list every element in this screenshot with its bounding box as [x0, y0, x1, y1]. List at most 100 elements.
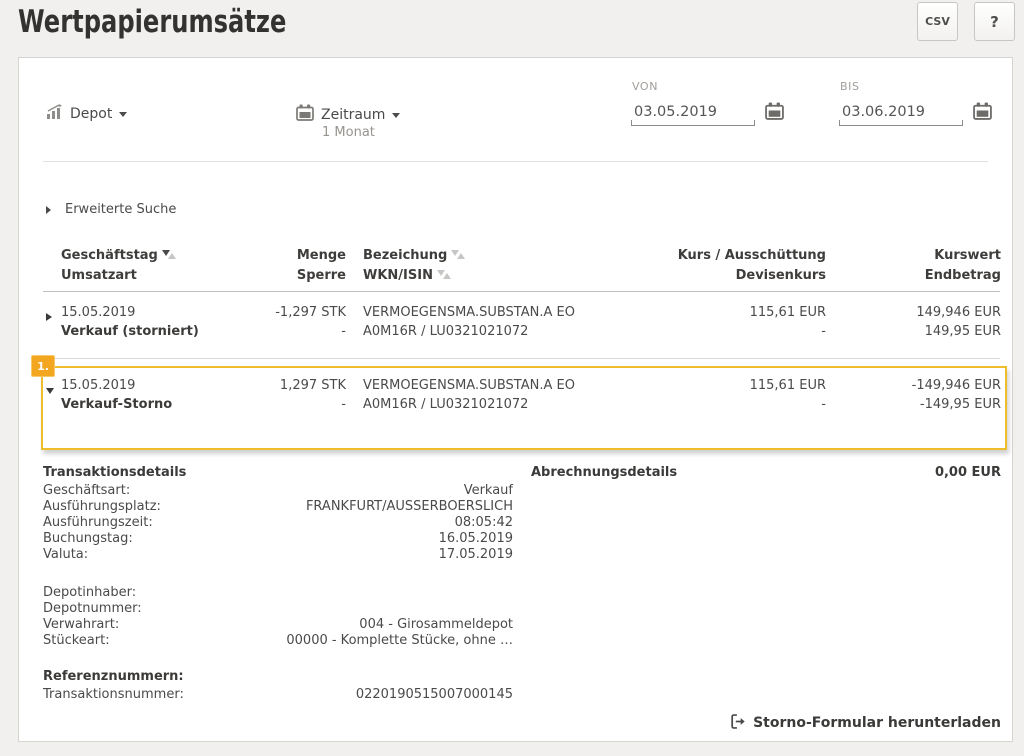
page-title: Wertpapierumsätze [18, 4, 287, 40]
transaction-details-title: Transaktionsdetails [43, 465, 187, 480]
column-label: Umsatzart [61, 268, 137, 283]
detail-label: Buchungstag: [43, 531, 133, 546]
chevron-right-icon [46, 205, 51, 214]
bis-label: BIS [840, 80, 860, 93]
von-calendar-icon[interactable] [765, 102, 784, 121]
sort-icon[interactable] [451, 248, 466, 259]
detail-label: Ausführungsplatz: [43, 499, 161, 514]
calendar-icon [296, 104, 314, 125]
cell-bezeichnung: VERMOEGENSMA.SUBSTAN.A EO [363, 305, 575, 320]
table-header-divider [43, 291, 1000, 292]
detail-row: Ausführungsplatz: FRANKFURT/AUSSERBOERSL… [43, 499, 513, 515]
download-link-label: Storno-Formular herunterladen [753, 715, 1001, 731]
zeitraum-selected-value: 1 Monat [322, 125, 375, 140]
column-header-kurswert: Kurswert Endbetrag [819, 246, 1001, 286]
cell-endbetrag: -149,95 EUR [919, 397, 1001, 412]
cell-devisenkurs: - [821, 324, 826, 339]
cell-wkn-isin: A0M16R / LU0321021072 [363, 324, 529, 339]
cell-geschaeftstag: 15.05.2019 [61, 378, 136, 393]
reference-numbers-title: Referenznummern: [43, 669, 184, 684]
annotation-badge: 1. [31, 355, 55, 377]
collapse-row-icon[interactable] [46, 388, 54, 394]
detail-label: Verwahrart: [43, 617, 120, 632]
cell-umsatzart: Verkauf-Storno [61, 397, 173, 412]
content-panel: Depot Zeitraum 1 Monat VON 03.05.2019 [18, 57, 1013, 742]
sort-icon[interactable] [436, 268, 451, 279]
cell-kurswert: -149,946 EUR [911, 378, 1001, 393]
column-header-bezeichnung[interactable]: Bezeichung WKN/ISIN [363, 246, 653, 286]
settlement-amount: 0,00 EUR [934, 465, 1001, 480]
detail-value: 00000 - Komplette Stücke, ohne … [286, 633, 513, 648]
detail-row: Valuta: 17.05.2019 [43, 547, 513, 563]
column-label: Devisenkurs [735, 268, 826, 283]
row-divider [43, 358, 1000, 359]
help-button[interactable]: ? [974, 2, 1015, 41]
detail-row: Verwahrart: 004 - Girosammeldepot [43, 617, 513, 633]
detail-row: Depotinhaber: [43, 585, 513, 601]
detail-row: Ausführungszeit: 08:05:42 [43, 515, 513, 531]
detail-value: 004 - Girosammeldepot [359, 617, 513, 632]
column-label: Bezeichung [363, 248, 448, 263]
cell-devisenkurs: - [821, 397, 826, 412]
column-label: WKN/ISIN [363, 268, 433, 283]
sort-desc-icon[interactable] [161, 248, 176, 259]
cell-umsatzart: Verkauf (storniert) [61, 324, 199, 339]
bar-chart-icon [46, 104, 63, 123]
highlighted-row-outline [41, 366, 1007, 450]
cell-menge: -1,297 STK [275, 305, 346, 320]
chevron-down-icon [119, 112, 128, 117]
bis-calendar-icon[interactable] [973, 102, 992, 121]
detail-row: Depotnummer: [43, 601, 513, 617]
cell-kurswert: 149,946 EUR [916, 305, 1001, 320]
column-label: Sperre [296, 268, 346, 283]
column-label: Menge [296, 248, 346, 263]
column-label: Geschäftstag [61, 248, 158, 263]
detail-row: Buchungstag: 16.05.2019 [43, 531, 513, 547]
detail-label: Valuta: [43, 547, 89, 562]
detail-label: Depotnummer: [43, 601, 142, 616]
table-header: Geschäftstag Umsatzart Menge Sperre Beze… [19, 246, 1012, 288]
bis-date-value: 03.06.2019 [842, 104, 926, 120]
advanced-search-toggle[interactable]: Erweiterte Suche [46, 202, 176, 217]
detail-row: Stückeart: 00000 - Komplette Stücke, ohn… [43, 633, 513, 649]
detail-label: Stückeart: [43, 633, 110, 648]
download-icon [731, 714, 745, 729]
zeitraum-filter-dropdown[interactable]: Zeitraum [296, 104, 401, 125]
table-row-expanded[interactable]: 15.05.2019 Verkauf-Storno 1,297 STK - VE… [19, 376, 1012, 416]
column-header-kurs: Kurs / Ausschüttung Devisenkurs [589, 246, 826, 286]
detail-label: Geschäftsart: [43, 483, 131, 498]
bis-date-input[interactable]: 03.06.2019 [839, 98, 963, 126]
column-label: Kurs / Ausschüttung [677, 248, 826, 263]
column-label: Endbetrag [924, 268, 1001, 283]
depot-filter-dropdown[interactable]: Depot [46, 104, 128, 123]
column-header-geschaeftstag[interactable]: Geschäftstag Umsatzart [61, 246, 241, 286]
detail-value: 17.05.2019 [438, 547, 513, 562]
csv-export-button[interactable]: CSV [917, 2, 958, 41]
detail-value: Verkauf [463, 483, 513, 498]
detail-value: 08:05:42 [454, 515, 513, 530]
cell-menge: 1,297 STK [279, 378, 346, 393]
detail-value: FRANKFURT/AUSSERBOERSLICH [305, 499, 513, 514]
cell-bezeichnung: VERMOEGENSMA.SUBSTAN.A EO [363, 378, 575, 393]
detail-value: 0220190515007000145 [355, 687, 513, 702]
storno-form-download-link[interactable]: Storno-Formular herunterladen [619, 714, 1001, 731]
detail-value: 16.05.2019 [438, 531, 513, 546]
von-date-value: 03.05.2019 [634, 104, 718, 120]
von-date-input[interactable]: 03.05.2019 [631, 98, 755, 126]
expand-row-icon[interactable] [46, 313, 52, 321]
chevron-down-icon [392, 113, 401, 118]
advanced-search-label: Erweiterte Suche [65, 202, 177, 217]
cell-endbetrag: 149,95 EUR [924, 324, 1001, 339]
depot-filter-label: Depot [70, 105, 113, 122]
cell-geschaeftstag: 15.05.2019 [61, 305, 136, 320]
detail-row: Geschäftsart: Verkauf [43, 483, 513, 499]
detail-label: Ausführungszeit: [43, 515, 153, 530]
detail-row: Transaktionsnummer: 0220190515007000145 [43, 687, 513, 703]
column-label: Kurswert [934, 248, 1001, 263]
table-row[interactable]: 15.05.2019 Verkauf (storniert) -1,297 ST… [19, 303, 1012, 343]
zeitraum-filter-label: Zeitraum [321, 106, 386, 123]
filter-divider [43, 161, 988, 162]
cell-kurs: 115,61 EUR [749, 305, 826, 320]
von-label: VON [632, 80, 659, 93]
